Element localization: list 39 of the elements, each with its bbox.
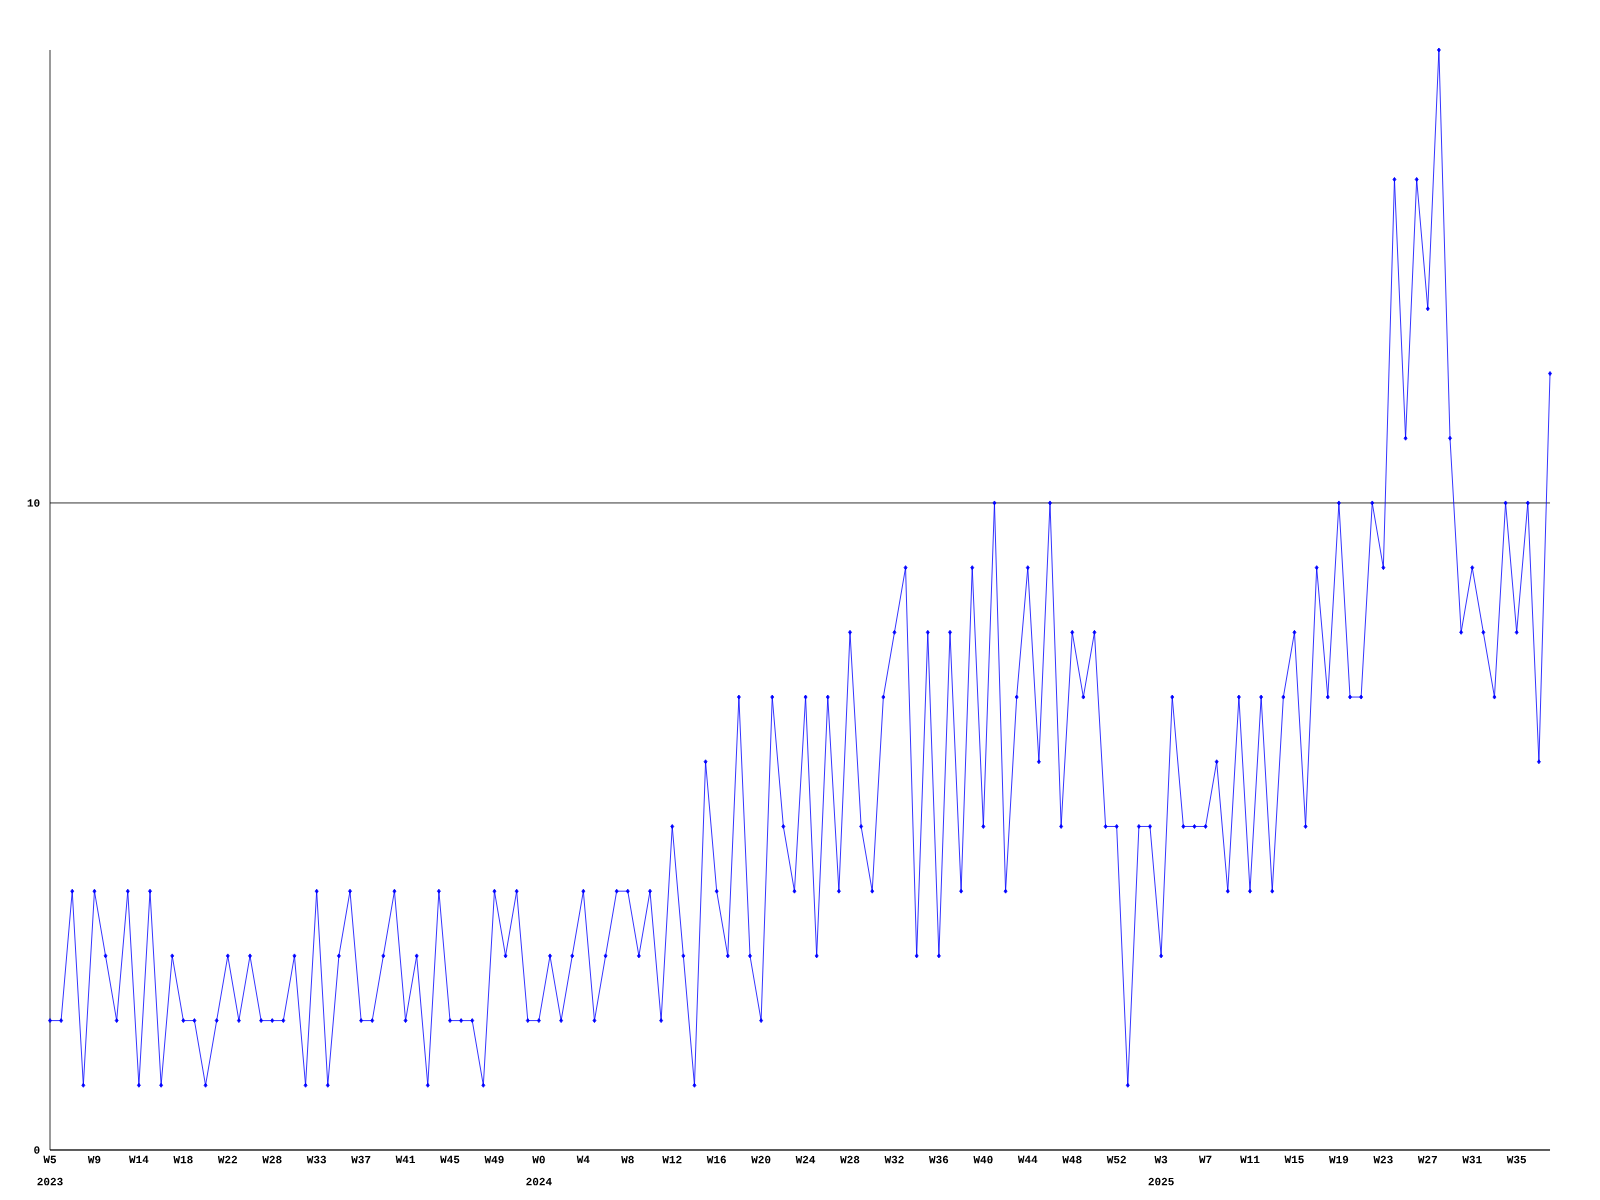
x-tick-label: W24 [795, 1155, 816, 1164]
x-tick-label: W49 [484, 1155, 504, 1164]
x-tick-label: W31 [1462, 1155, 1482, 1164]
x-tick-label: W41 [395, 1155, 415, 1164]
x-tick-label: W3 [1154, 1155, 1168, 1164]
x-tick-label: W28 [262, 1155, 282, 1164]
y-tick-label: 10 [27, 499, 40, 507]
text: 2024 [526, 1177, 552, 1186]
text: 2025 [1148, 1177, 1174, 1186]
x-tick-label: W8 [621, 1155, 634, 1164]
x-tick-label: W35 [1506, 1155, 1527, 1164]
x-tick-label: W11 [1240, 1155, 1260, 1164]
x-tick-label: W15 [1284, 1155, 1304, 1164]
x-tick-label: W14 [128, 1155, 149, 1164]
y-tick-label: 0 [34, 1146, 40, 1154]
x-tick-label: W5 [43, 1155, 57, 1164]
x-tick-label: W33 [306, 1155, 327, 1164]
x-tick-label: W9 [87, 1155, 101, 1164]
x-tick-label: W19 [1329, 1155, 1349, 1164]
x-tick-label: W20 [751, 1155, 771, 1164]
x-tick-label: W44 [1017, 1155, 1038, 1164]
x-tick-label: W36 [929, 1155, 949, 1164]
x-tick-label: W22 [217, 1155, 238, 1164]
text: 2023 [37, 1177, 63, 1186]
x-tick-label: W23 [1373, 1155, 1393, 1164]
x-tick-label: W52 [1106, 1155, 1126, 1164]
x-tick-label: W32 [884, 1155, 904, 1164]
x-tick-label: W27 [1417, 1155, 1437, 1164]
x-tick-label: W4 [576, 1155, 590, 1164]
x-tick-label: W28 [840, 1155, 860, 1164]
x-tick-label: W18 [173, 1155, 193, 1164]
x-tick-label: W37 [351, 1155, 371, 1164]
x-tick-label: W12 [662, 1155, 682, 1164]
x-tick-label: W0 [532, 1155, 545, 1164]
x-tick-label: W45 [440, 1155, 460, 1164]
x-tick-label: W40 [973, 1155, 993, 1164]
x-tick-label: W7 [1198, 1155, 1212, 1164]
x-tick-label: W16 [706, 1155, 726, 1164]
x-tick-label: W48 [1062, 1155, 1082, 1164]
